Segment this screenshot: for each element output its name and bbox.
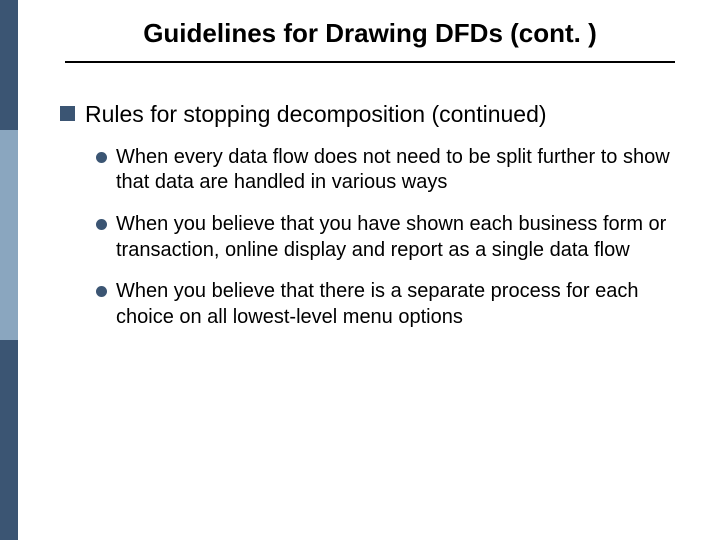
bullet-level2-text: When you believe that you have shown eac… xyxy=(116,212,700,263)
bullet-level2-list: When every data flow does not need to be… xyxy=(96,145,700,331)
slide-body: Rules for stopping decomposition (contin… xyxy=(60,100,700,340)
slide: Guidelines for Drawing DFDs (cont. ) Rul… xyxy=(0,0,720,540)
bullet-level2-text: When you believe that there is a separat… xyxy=(116,279,700,330)
square-bullet-icon xyxy=(60,106,75,121)
bullet-level2-text: When every data flow does not need to be… xyxy=(116,145,700,196)
dot-bullet-icon xyxy=(96,286,107,297)
slide-title: Guidelines for Drawing DFDs (cont. ) xyxy=(55,18,685,61)
title-underline xyxy=(65,61,675,63)
bullet-level2: When you believe that you have shown eac… xyxy=(96,212,700,263)
dot-bullet-icon xyxy=(96,219,107,230)
bullet-level1: Rules for stopping decomposition (contin… xyxy=(60,100,700,129)
title-block: Guidelines for Drawing DFDs (cont. ) xyxy=(55,18,685,63)
bullet-level2: When every data flow does not need to be… xyxy=(96,145,700,196)
side-stripe-light xyxy=(0,130,18,340)
bullet-level2: When you believe that there is a separat… xyxy=(96,279,700,330)
dot-bullet-icon xyxy=(96,152,107,163)
bullet-level1-text: Rules for stopping decomposition (contin… xyxy=(85,100,547,129)
